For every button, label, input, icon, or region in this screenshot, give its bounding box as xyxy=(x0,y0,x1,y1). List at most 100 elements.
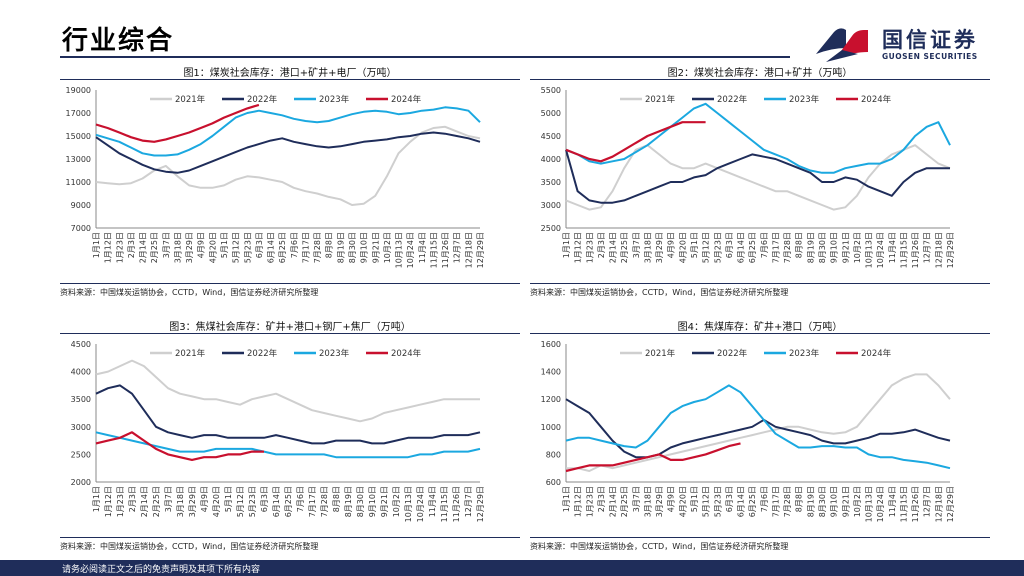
x-tick-label: 5月1日 xyxy=(690,486,699,512)
x-tick-label: 1月12日 xyxy=(574,486,583,517)
source-rule xyxy=(60,537,520,538)
x-tick-label: 10月13日 xyxy=(865,486,874,522)
x-tick-label: 10月2日 xyxy=(853,486,862,517)
chart-1: 图1：煤炭社会库存：港口+矿井+电厂（万吨） 7000 9000 11000 1300… xyxy=(60,64,520,297)
series-line xyxy=(95,384,481,445)
logo-cn: 国信证券 xyxy=(882,28,978,52)
x-tick-label: 11月15日 xyxy=(440,486,449,522)
series-line xyxy=(565,398,951,459)
title-underline xyxy=(530,333,990,334)
x-tick-label: 5月23日 xyxy=(713,486,722,517)
x-tick-label: 6月3日 xyxy=(260,486,269,512)
x-tick-label: 7月28日 xyxy=(313,232,322,263)
x-tick-label: 9月21日 xyxy=(841,232,850,263)
x-tick-label: 6月25日 xyxy=(748,232,757,263)
x-tick-label: 10月24日 xyxy=(406,232,415,268)
series-line xyxy=(95,103,260,143)
x-tick-label: 2月3日 xyxy=(128,486,137,512)
x-tick-label: 2月25日 xyxy=(152,486,161,517)
y-tick-label: 3500 xyxy=(541,178,561,187)
chart-plot: 2500 3000 3500 4000 4500 5000 5500 1月1日 1月12日 1月2… xyxy=(541,86,955,268)
chart-3: 图3：焦煤社会库存：矿井+港口+钢厂+焦厂（万吨） 2000 2500 3000 35… xyxy=(60,318,520,551)
series-line xyxy=(95,431,481,459)
y-tick-label: 4000 xyxy=(71,368,91,377)
legend-label: 2021年 xyxy=(175,348,206,359)
x-tick-label: 2月25日 xyxy=(150,232,159,263)
x-tick-label: 7月28日 xyxy=(320,486,329,517)
legend-label: 2022年 xyxy=(717,94,748,105)
y-tick-label: 1400 xyxy=(541,368,561,377)
x-tick-label: 10月2日 xyxy=(392,486,401,517)
x-tick-label: 2月14日 xyxy=(609,232,618,263)
y-tick-label: 5500 xyxy=(541,86,561,95)
source-rule xyxy=(530,283,990,284)
legend-label: 2024年 xyxy=(391,348,422,359)
x-tick-label: 4月9日 xyxy=(667,486,676,512)
y-tick-label: 3000 xyxy=(541,201,561,210)
chart-plot: 7000 9000 11000 13000 15000 17000 19000 1月1日 1月1… xyxy=(66,86,485,268)
x-tick-label: 7月6日 xyxy=(290,232,299,258)
legend-label: 2021年 xyxy=(645,94,676,105)
logo-en: GUOSEN SECURITIES xyxy=(882,52,978,61)
x-tick-label: 9月10日 xyxy=(360,232,369,263)
x-tick-label: 11月26日 xyxy=(441,232,450,268)
chart-2: 图2：煤炭社会库存：港口+矿井（万吨） 2500 3000 3500 4000 4500… xyxy=(530,64,990,297)
x-tick-label: 3月7日 xyxy=(632,486,641,512)
x-tick-label: 8月8日 xyxy=(325,232,334,258)
chart-title: 图4：焦煤库存：矿井+港口（万吨） xyxy=(677,322,843,333)
legend-label: 2023年 xyxy=(789,94,820,105)
y-tick-label: 19000 xyxy=(66,86,91,95)
x-tick-label: 11月26日 xyxy=(911,232,920,268)
series-line xyxy=(565,442,741,473)
chart-source: 资料来源：中国煤炭运销协会，CCTD，Wind，国信证券经济研究所整理 xyxy=(60,288,319,297)
x-tick-label: 8月19日 xyxy=(344,486,353,517)
x-tick-label: 10月24日 xyxy=(876,486,885,522)
series-line xyxy=(95,431,264,461)
source-rule xyxy=(530,537,990,538)
x-tick-label: 8月30日 xyxy=(818,232,827,263)
x-tick-label: 5月1日 xyxy=(224,486,233,512)
x-tick-label: 12月18日 xyxy=(934,232,943,268)
x-tick-label: 12月7日 xyxy=(923,232,932,263)
chart-source: 资料来源：中国煤炭运销协会，CCTD，Wind，国信证券经济研究所整理 xyxy=(530,542,789,551)
logo-mark-icon xyxy=(816,28,868,62)
x-tick-label: 5月1日 xyxy=(220,232,229,258)
title-underline xyxy=(60,79,520,80)
x-tick-label: 12月29日 xyxy=(946,486,955,522)
chart-title: 图1：煤炭社会库存：港口+矿井+电厂（万吨） xyxy=(183,68,397,79)
x-tick-label: 2月25日 xyxy=(620,232,629,263)
legend-label: 2022年 xyxy=(717,348,748,359)
title-underline xyxy=(60,333,520,334)
logo: 国信证券 GUOSEN SECURITIES xyxy=(812,18,1012,66)
x-tick-label: 5月23日 xyxy=(243,232,252,263)
x-tick-label: 10月24日 xyxy=(416,486,425,522)
x-tick-label: 11月26日 xyxy=(911,486,920,522)
chart-title: 图3：焦煤社会库存：矿井+港口+钢厂+焦厂（万吨） xyxy=(169,322,411,333)
x-tick-label: 1月12日 xyxy=(104,486,113,517)
x-tick-label: 7月6日 xyxy=(296,486,305,512)
series-line xyxy=(565,144,951,211)
series-line xyxy=(565,121,706,163)
x-tick-label: 4月9日 xyxy=(197,232,206,258)
x-tick-label: 9月10日 xyxy=(830,232,839,263)
x-tick-label: 6月3日 xyxy=(725,232,734,258)
x-tick-label: 6月14日 xyxy=(737,486,746,517)
x-tick-label: 12月7日 xyxy=(453,232,462,263)
y-tick-label: 9000 xyxy=(71,201,91,210)
chart-source: 资料来源：中国煤炭运销协会，CCTD，Wind，国信证券经济研究所整理 xyxy=(60,542,319,551)
x-tick-label: 12月7日 xyxy=(464,486,473,517)
legend-label: 2024年 xyxy=(391,94,422,105)
chart-4: 图4：焦煤库存：矿井+港口（万吨） 600 800 1000 1200 1400 1600… xyxy=(530,318,990,551)
x-tick-label: 5月23日 xyxy=(248,486,257,517)
page-title: 行业综合 xyxy=(62,26,175,56)
x-tick-label: 12月7日 xyxy=(923,486,932,517)
x-tick-label: 8月19日 xyxy=(336,232,345,263)
x-tick-label: 3月29日 xyxy=(655,486,664,517)
x-tick-label: 2月3日 xyxy=(597,486,606,512)
legend-label: 2024年 xyxy=(861,348,892,359)
x-tick-label: 7月6日 xyxy=(760,486,769,512)
x-tick-label: 5月23日 xyxy=(713,232,722,263)
x-tick-label: 10月2日 xyxy=(383,232,392,263)
x-tick-label: 11月4日 xyxy=(418,232,427,263)
x-tick-label: 12月18日 xyxy=(464,232,473,268)
